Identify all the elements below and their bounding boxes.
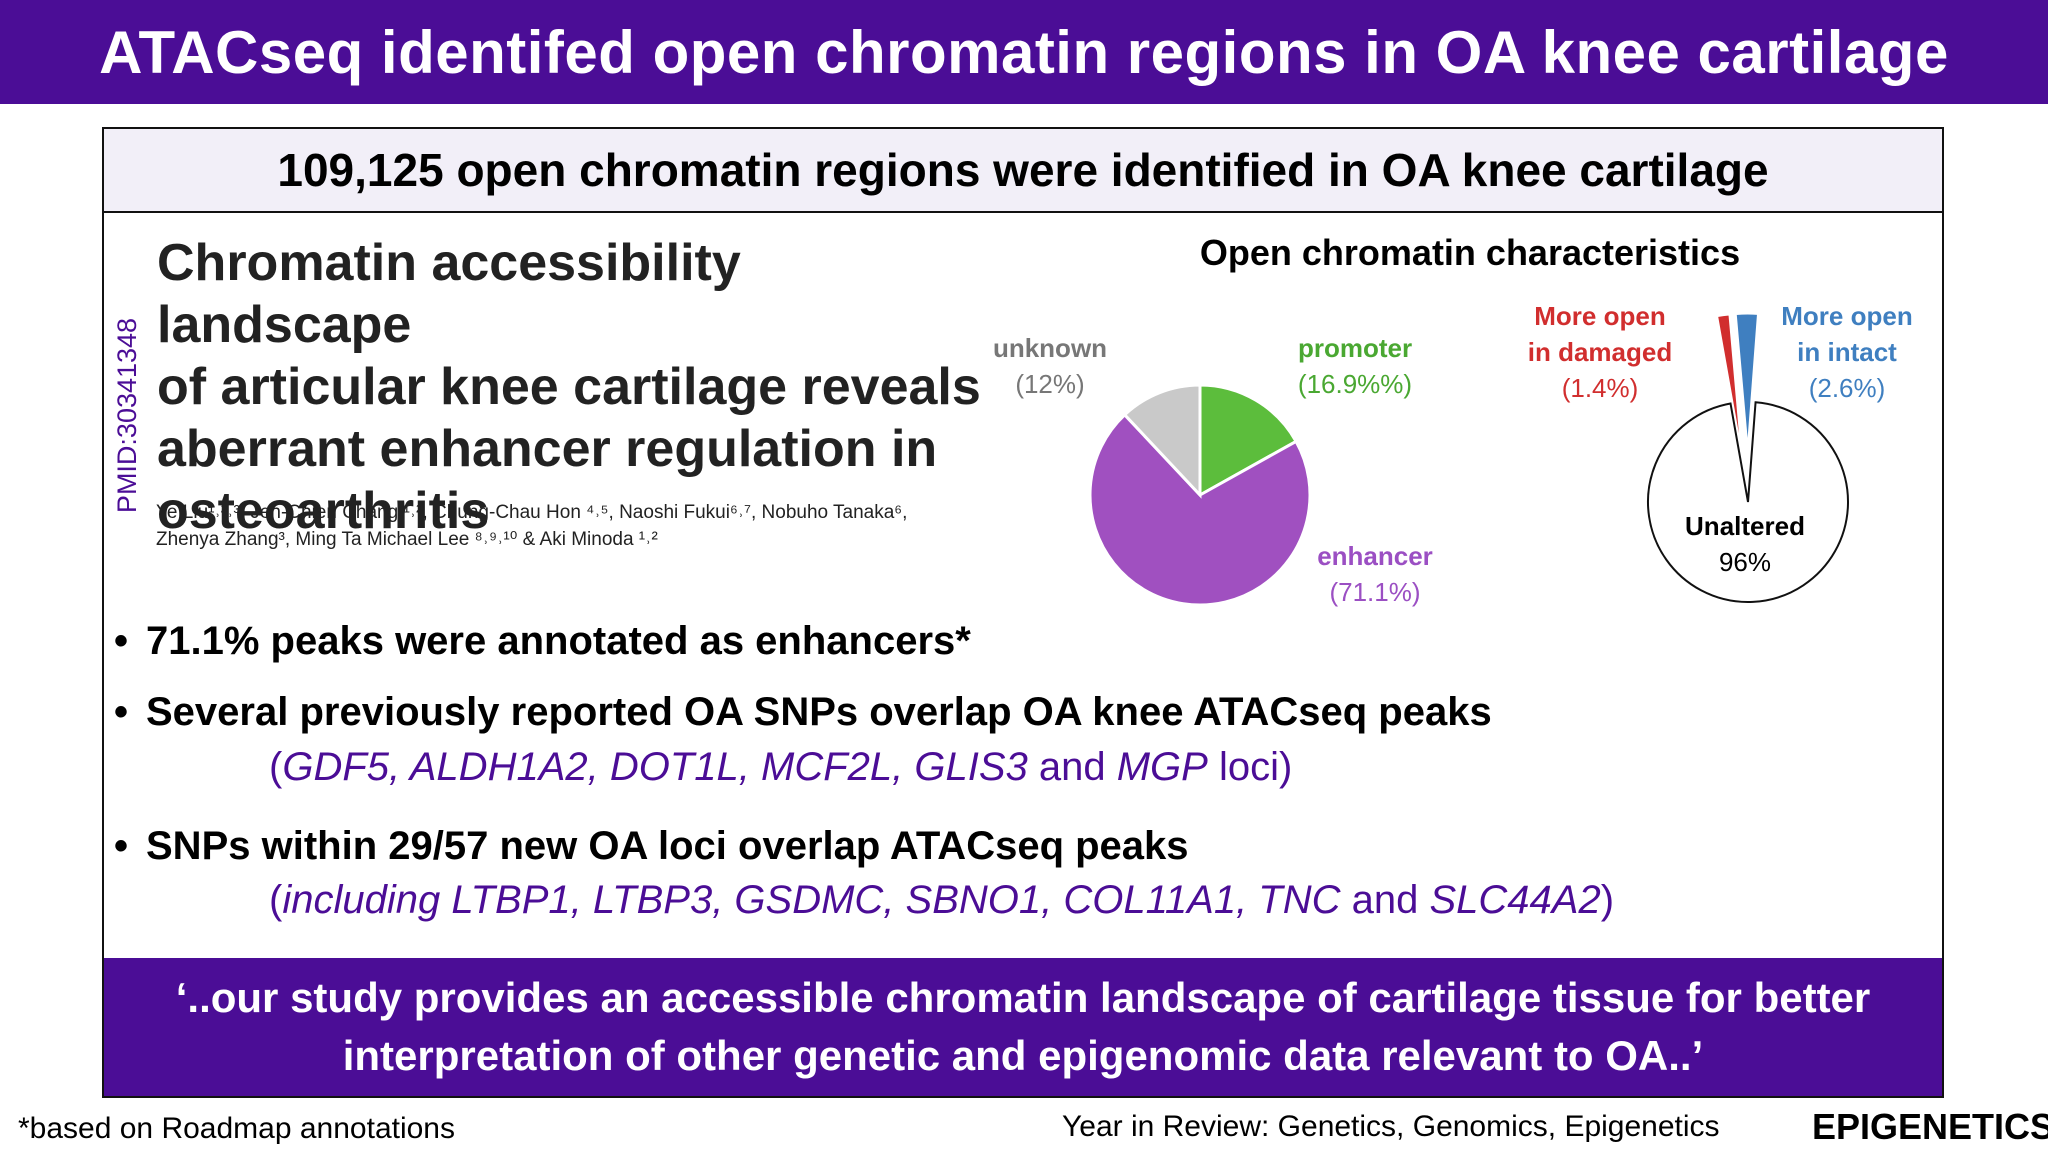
slice-name-line: More open	[1534, 301, 1666, 331]
content-box: 109,125 open chromatin regions were iden…	[102, 127, 1944, 1098]
pie-slice-unknown	[1122, 383, 1202, 499]
slice-pct: (16.9%%)	[1297, 369, 1413, 399]
section-label: EPIGENETICS	[1812, 1106, 2048, 1147]
pie-label-damaged: More open in damaged (1.4%)	[1505, 298, 1695, 406]
slice-name-line: More open	[1781, 301, 1913, 331]
slice-name-line: in damaged	[1527, 337, 1673, 367]
pmid-label: PMID:30341348	[108, 300, 148, 530]
slice-pct: (2.6%)	[1808, 373, 1886, 403]
paper-title-line: of articular knee cartilage reveals	[157, 358, 981, 416]
loci-last: MGP	[1116, 745, 1208, 789]
footnote: *based on Roadmap annotations	[18, 1112, 455, 1145]
loci-and: and	[1027, 745, 1117, 789]
loci-line: (including LTBP1, LTBP3, GSDMC, SBNO1, C…	[269, 878, 1614, 923]
pie-label-unaltered: Unaltered 96%	[1650, 508, 1840, 580]
loci-last: SLC44A2	[1429, 878, 1601, 922]
paper-title-line: Chromatin accessibility landscape	[157, 234, 741, 354]
slice-name-line: in intact	[1797, 337, 1897, 367]
pie-slice-unaltered	[1647, 401, 1849, 603]
pie-label-enhancer: enhancer (71.1%)	[1300, 538, 1450, 610]
loci-paren: (	[269, 745, 283, 789]
slice-name: unknown	[992, 333, 1108, 363]
slice-name: promoter	[1297, 333, 1413, 363]
bullet-dot: •	[114, 619, 129, 663]
authors-line: Ye Liu¹˒²˒³, Jen-Chien Chang ¹˒², Chung-…	[156, 502, 908, 523]
pie-label-promoter: promoter (16.9%%)	[1275, 330, 1435, 402]
slide-title: ATACseq identifed open chromatin regions…	[0, 0, 2048, 104]
bullet-text: 71.1% peaks were annotated as enhancers*	[146, 619, 971, 663]
pie-label-unknown: unknown (12%)	[975, 330, 1125, 402]
slice-name: enhancer	[1317, 541, 1433, 571]
loci-close: loci)	[1207, 745, 1293, 789]
bullet-item: • 71.1% peaks were annotated as enhancers…	[114, 619, 971, 664]
paper-title: Chromatin accessibility landscape of art…	[157, 232, 997, 542]
pie-slice-intact	[1735, 313, 1759, 445]
bullet-item: • SNPs within 29/57 new OA loci overlap A…	[114, 824, 1189, 869]
slice-pct: (12%)	[1015, 369, 1085, 399]
pmid-text: PMID:30341348	[112, 317, 143, 513]
pie-slice-promoter	[1198, 383, 1299, 498]
subheading: 109,125 open chromatin regions were iden…	[104, 129, 1942, 213]
slice-name: Unaltered	[1685, 511, 1805, 541]
slice-pct: 96%	[1718, 547, 1772, 577]
chart-title: Open chromatin characteristics	[1199, 232, 1741, 273]
pie-slice-enhancer	[1088, 412, 1312, 607]
paper-title-line: osteoarthritis	[157, 482, 490, 540]
loci-paren: (	[269, 878, 283, 922]
loci-close: )	[1600, 878, 1615, 922]
open-chromatin-pie-chart	[1088, 383, 1312, 607]
slice-pct: (1.4%)	[1561, 373, 1639, 403]
loci-genes: GDF5, ALDH1A2, DOT1L, MCF2L, GLIS3	[282, 745, 1028, 789]
loci-genes: including LTBP1, LTBP3, GSDMC, SBNO1, CO…	[282, 878, 1341, 922]
pie-slice-damaged	[1717, 314, 1741, 445]
bullet-dot: •	[114, 690, 129, 734]
bullet-text: SNPs within 29/57 new OA loci overlap AT…	[146, 824, 1189, 868]
differential-open-pie-chart	[1647, 313, 1849, 603]
authors-line: Zhenya Zhang³, Ming Ta Michael Lee ⁸˒⁹˒¹…	[156, 529, 658, 550]
paper-title-line: aberrant enhancer regulation in	[157, 420, 938, 478]
bullet-item: • Several previously reported OA SNPs ove…	[114, 690, 1492, 735]
quote-banner: ‘..our study provides an accessible chro…	[104, 958, 1942, 1096]
bullet-text: Several previously reported OA SNPs over…	[146, 690, 1492, 734]
series-label: Year in Review: Genetics, Genomics, Epig…	[1062, 1110, 1720, 1143]
loci-and: and	[1340, 878, 1430, 922]
slice-pct: (71.1%)	[1329, 577, 1421, 607]
pie-label-intact: More open in intact (2.6%)	[1752, 298, 1942, 406]
quote-line: interpretation of other genetic and epig…	[342, 1032, 1704, 1079]
quote-line: ‘..our study provides an accessible chro…	[175, 974, 1871, 1021]
loci-line: (GDF5, ALDH1A2, DOT1L, MCF2L, GLIS3 and …	[269, 745, 1292, 790]
paper-authors: Ye Liu¹˒²˒³, Jen-Chien Chang ¹˒², Chung-…	[156, 499, 996, 553]
bullet-dot: •	[114, 824, 129, 868]
